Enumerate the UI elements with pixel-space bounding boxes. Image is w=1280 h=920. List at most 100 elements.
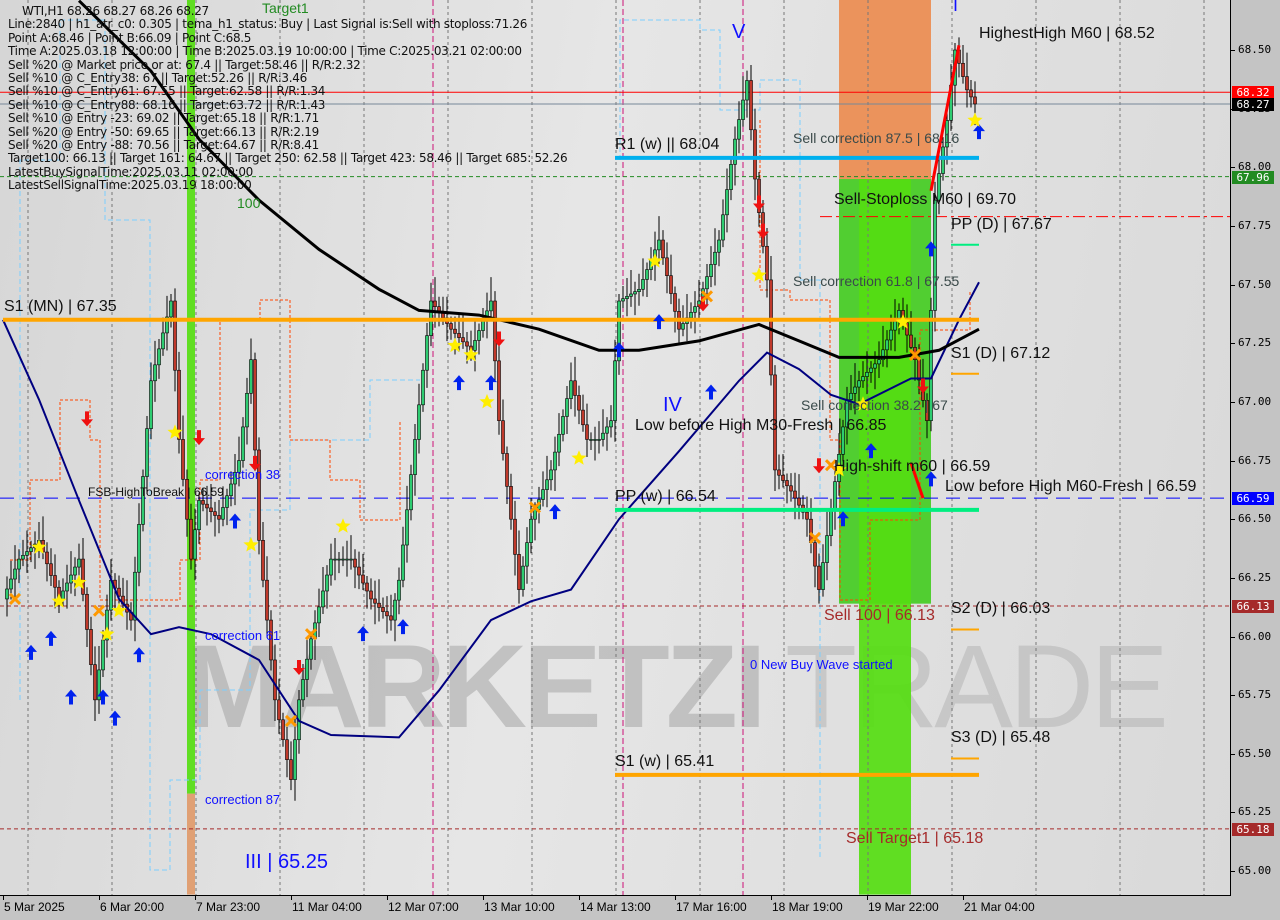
candle-body xyxy=(833,481,837,509)
star-icon xyxy=(895,314,911,329)
pivot-level-label: R1 (w) || 68.04 xyxy=(615,135,720,153)
candle-body xyxy=(205,503,209,509)
candle-body xyxy=(153,364,157,382)
candle xyxy=(857,370,861,402)
candle-body xyxy=(173,300,177,371)
candle xyxy=(801,495,805,520)
candle-body xyxy=(905,322,909,336)
candle xyxy=(501,399,505,461)
info-line: Point A:68.46 | Point B:66.09 | Point C:… xyxy=(8,30,252,45)
candle xyxy=(465,331,469,364)
candle xyxy=(409,464,413,521)
candle xyxy=(93,646,97,721)
candle xyxy=(521,556,525,597)
candle xyxy=(157,339,161,379)
candle xyxy=(13,545,17,601)
price-tick-label: 68.50 xyxy=(1238,43,1272,56)
pivot-level-label: S3 (D) | 65.48 xyxy=(951,729,1051,747)
price-tick-label: 65.50 xyxy=(1238,746,1272,760)
candle-body xyxy=(5,588,9,600)
candle xyxy=(593,426,597,461)
candle xyxy=(325,565,329,609)
star-icon xyxy=(51,593,67,608)
pivot-level-label: PP (D) | 67.67 xyxy=(951,215,1052,233)
candle-body xyxy=(457,333,461,338)
candle xyxy=(741,76,745,127)
candle-body xyxy=(277,699,281,721)
candle-body xyxy=(389,615,393,621)
time-tick-mark xyxy=(579,896,580,900)
indicator-stop-line xyxy=(759,120,971,601)
candle xyxy=(609,405,613,438)
pivot-level-label: S1 (D) | 67.12 xyxy=(951,344,1051,362)
candle xyxy=(417,383,421,454)
cross-icon xyxy=(808,531,822,545)
candle-body xyxy=(773,374,777,471)
candle xyxy=(661,230,665,265)
candle-body xyxy=(473,340,477,351)
candle xyxy=(317,588,321,637)
candle xyxy=(425,322,429,388)
candle-body xyxy=(273,659,277,701)
star-icon xyxy=(335,518,351,533)
time-tick-label: 5 Mar 2025 xyxy=(4,900,65,914)
candle xyxy=(321,567,325,614)
candle-body xyxy=(793,490,797,499)
cross-icon xyxy=(284,714,298,728)
ma-fast-line xyxy=(2,281,980,739)
time-tick-mark xyxy=(387,896,388,900)
candle-body xyxy=(609,420,613,428)
price-tick-label: 68.00 xyxy=(1238,160,1272,174)
candle xyxy=(69,551,73,594)
candle xyxy=(257,437,261,555)
chart-plot-area[interactable]: MARKETZI TRADE WTI,H1 68.26 68.27 68.26 … xyxy=(0,0,1231,896)
time-tick-label: 17 Mar 16:00 xyxy=(676,900,747,914)
candle xyxy=(217,499,221,534)
sell-arrow-icon xyxy=(249,455,261,471)
candle-body xyxy=(965,76,969,91)
candle-body xyxy=(165,316,169,334)
candle xyxy=(269,610,273,671)
time-tick-label: 12 Mar 07:00 xyxy=(388,900,459,914)
price-tag: 66.59 xyxy=(1232,492,1274,506)
candle-body xyxy=(849,392,853,400)
candle xyxy=(525,527,529,584)
candle xyxy=(669,254,673,305)
candle xyxy=(309,631,313,670)
candle-body xyxy=(805,511,809,520)
candle-body xyxy=(829,508,833,536)
price-tick-mark xyxy=(1231,167,1235,169)
candle xyxy=(737,101,741,154)
candle xyxy=(641,258,645,297)
candle-body xyxy=(309,638,313,660)
candle-body xyxy=(257,449,261,541)
candle xyxy=(665,242,669,294)
candle xyxy=(169,293,173,328)
candle xyxy=(817,553,821,604)
candle-body xyxy=(185,479,189,520)
candle-body xyxy=(717,239,721,253)
candle-body xyxy=(65,582,69,592)
info-line: Sell %10 @ C_Entry61: 67.55 || Target:62… xyxy=(8,84,326,99)
candle-body xyxy=(909,334,913,348)
candle xyxy=(345,540,349,577)
time-tick-label: 19 Mar 22:00 xyxy=(868,900,939,914)
candle-body xyxy=(713,251,717,265)
candle xyxy=(793,472,797,520)
buy-arrow-icon xyxy=(229,513,241,529)
candle-body xyxy=(117,587,121,597)
candle-body xyxy=(401,544,405,581)
candle-body xyxy=(493,300,497,362)
candle xyxy=(725,168,729,233)
candle-body xyxy=(49,563,53,576)
star-icon xyxy=(111,602,127,618)
candle-body xyxy=(689,311,693,319)
price-tick-label: 66.25 xyxy=(1238,570,1272,584)
sell-arrow-icon xyxy=(493,331,505,347)
star-icon xyxy=(31,539,47,554)
candle xyxy=(209,484,213,523)
candle xyxy=(541,471,545,507)
candle xyxy=(693,291,697,334)
candle-body xyxy=(365,582,369,592)
time-tick-label: 6 Mar 20:00 xyxy=(100,900,165,914)
